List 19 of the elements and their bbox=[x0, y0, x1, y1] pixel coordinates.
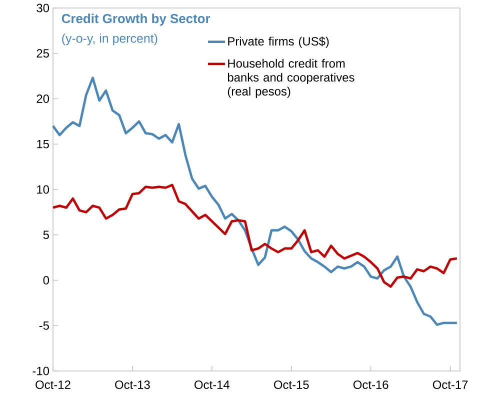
y-tick-label: 5 bbox=[43, 230, 49, 240]
x-tick-label: Oct-14 bbox=[194, 380, 230, 389]
text: (y-o-y, in percent) bbox=[62, 34, 158, 46]
x-tick-label: Oct-13 bbox=[115, 380, 150, 389]
x-tick-label: Oct-12 bbox=[36, 380, 70, 389]
y-tick-label: 10 bbox=[37, 185, 50, 194]
y-tick-label: 25 bbox=[36, 49, 49, 58]
y-tick-label: 20 bbox=[36, 94, 50, 103]
x-tick-label: Oct-15 bbox=[274, 380, 309, 389]
chart-title: Credit Growth by Sector bbox=[62, 14, 210, 26]
x-tick-label: Oct-16 bbox=[353, 380, 388, 389]
y-tick-label: 0 bbox=[43, 276, 50, 284]
y-tick-label: -10 bbox=[32, 366, 50, 376]
legend-label: Private firms (US$) bbox=[228, 36, 329, 48]
legend-label: Household credit from banks and cooperatives (real pesos) bbox=[228, 58, 354, 98]
y-tick-label: -5 bbox=[39, 321, 49, 330]
y-tick-label: 30 bbox=[36, 4, 50, 12]
y-tick-label: 15 bbox=[37, 140, 49, 148]
x-tick-label: Oct-17 bbox=[432, 380, 468, 389]
